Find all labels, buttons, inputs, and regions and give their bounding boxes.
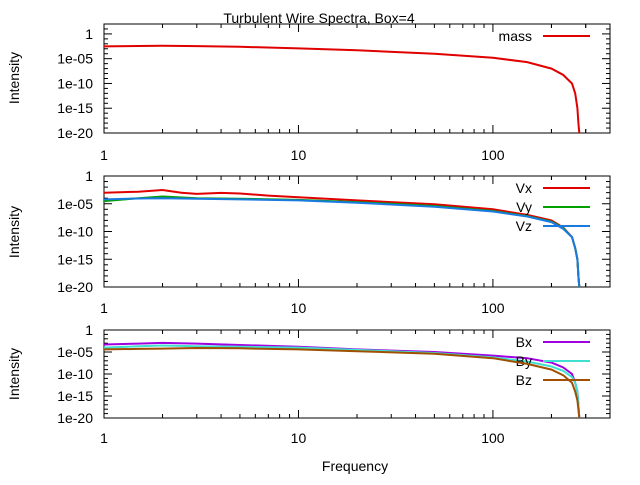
legend-label-bz: Bz [516,372,532,388]
plot-frame [103,23,611,134]
y-tick-label: 1 [85,168,93,184]
legend-label-vx: Vx [516,180,532,196]
y-tick-label: 1 [85,322,93,338]
legend-label-vz: Vz [516,218,532,234]
y-tick-label: 1e-05 [57,51,93,67]
panel-1: 1 1e-05 1e-10 1e-15 1e-20 1 10 100 Intensity mass [6,23,611,163]
y-tick-label: 1e-15 [57,388,93,404]
chart-title: Turbulent Wire Spectra, Box=4 [223,10,415,26]
series-line-vz [104,197,581,287]
x-axis-label: Frequency [322,458,388,474]
x-tick-label: 1 [100,430,108,446]
series-line-vx [104,188,581,287]
x-tick-label: 100 [481,147,505,163]
y-axis-label: Intensity [6,206,22,258]
y-tick-label: 1e-05 [57,196,93,212]
y-axis-label: Intensity [6,348,22,400]
legend-label-mass: mass [499,28,532,44]
series-line-mass [104,44,581,133]
series-line-bx [104,341,581,418]
y-tick-label: 1e-20 [57,279,93,295]
series-line-bz [104,346,581,418]
y-tick-label: 1 [85,26,93,42]
y-tick-label: 1e-15 [57,100,93,116]
x-tick-label: 100 [481,430,505,446]
legend-label-by: By [516,353,532,369]
x-tick-label: 1 [100,147,108,163]
x-tick-label: 100 [481,300,505,316]
y-tick-label: 1e-10 [57,224,93,240]
x-tick-label: 10 [291,430,307,446]
series-line-vy [104,195,581,287]
panel-2: 1 1e-05 1e-10 1e-15 1e-20 1 10 100 Intensity Vx Vy… [6,168,611,316]
y-tick-label: 1e-10 [57,366,93,382]
legend-label-vy: Vy [516,199,532,215]
legend-label-bx: Bx [516,334,532,350]
y-tick-label: 1e-20 [57,125,93,141]
y-axis-label: Intensity [6,52,22,104]
y-tick-label: 1e-15 [57,251,93,267]
y-tick-label: 1e-10 [57,75,93,91]
x-tick-label: 10 [291,300,307,316]
y-tick-label: 1e-20 [57,410,93,426]
x-tick-label: 10 [291,147,307,163]
y-tick-label: 1e-05 [57,344,93,360]
x-tick-label: 1 [100,300,108,316]
panel-3: 1 1e-05 1e-10 1e-15 1e-20 1 10 100 Intensity Bx By… [6,322,611,446]
